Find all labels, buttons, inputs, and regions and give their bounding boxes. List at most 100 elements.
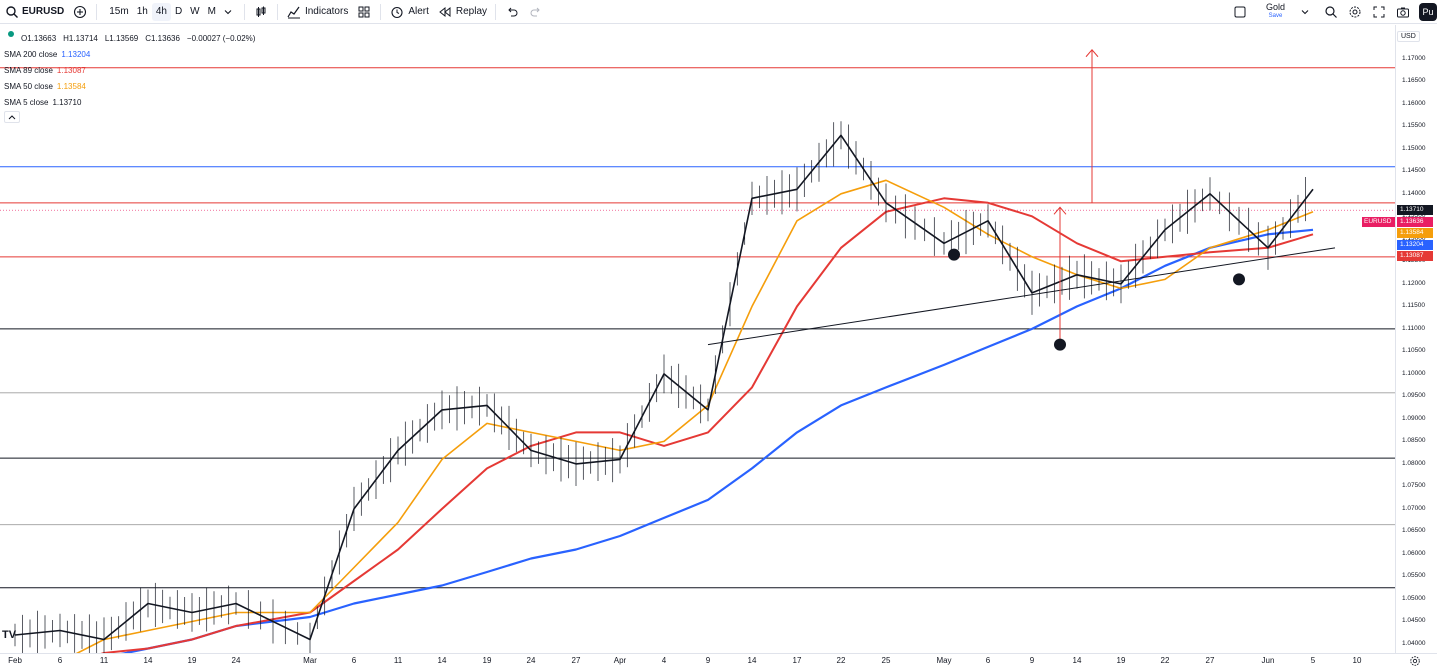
fullscreen-icon[interactable] xyxy=(1371,4,1387,20)
time-tick-label: 6 xyxy=(351,656,357,665)
sma-89-row[interactable]: SMA 89 close 1.13087 xyxy=(4,63,258,79)
settings-gear-icon[interactable] xyxy=(1409,654,1421,668)
time-tick-label: 25 xyxy=(881,656,891,665)
price-tick-label: 1.07000 xyxy=(1402,504,1426,512)
interval-1h[interactable]: 1h xyxy=(136,6,148,17)
redo-button[interactable] xyxy=(524,0,548,24)
price-axis[interactable]: 1.17000 1.16500 1.16000 1.15500 1.15000 1.145… xyxy=(1395,25,1437,653)
time-tick-label: 14 xyxy=(143,656,153,665)
gear-icon[interactable] xyxy=(1347,4,1363,20)
layout-name[interactable]: Gold Save xyxy=(1260,3,1291,21)
price-tick-label: 1.06500 xyxy=(1402,527,1426,535)
pivot-marker-0 xyxy=(948,248,960,261)
price-tick-label: 1.16500 xyxy=(1402,77,1426,85)
currency-selector[interactable]: USD xyxy=(1397,31,1420,42)
undo-button[interactable] xyxy=(500,0,524,24)
undo-icon xyxy=(504,4,520,20)
interval-d[interactable]: D xyxy=(174,6,183,17)
ohlc-close: C1.13636 xyxy=(145,34,180,43)
chevron-down-icon[interactable] xyxy=(1297,4,1313,20)
time-tick-label: 9 xyxy=(705,656,711,665)
time-tick-label: Jun xyxy=(1261,656,1275,665)
price-tick-label: 1.05500 xyxy=(1402,572,1426,580)
time-tick-label: 19 xyxy=(482,656,492,665)
alert-label: Alert xyxy=(408,6,429,17)
price-tick-label: 1.14000 xyxy=(1402,189,1426,197)
symbol-price-badge: EURUSD xyxy=(1362,216,1395,227)
price-tick-label: 1.11500 xyxy=(1402,302,1426,310)
price-tick-label: 1.10500 xyxy=(1402,347,1426,355)
interval-m[interactable]: M xyxy=(207,6,216,17)
time-tick-label: 14 xyxy=(747,656,757,665)
price-tick-label: 1.11000 xyxy=(1402,324,1426,332)
projection-arrowhead-1 xyxy=(1053,206,1067,215)
price-tick-label: 1.15500 xyxy=(1402,122,1426,130)
ohlc-high: H1.13714 xyxy=(63,34,98,43)
legend-collapse-button[interactable] xyxy=(4,111,20,123)
grid-icon xyxy=(356,4,372,20)
quick-search-icon[interactable] xyxy=(1323,4,1339,20)
toolbar-divider xyxy=(96,3,98,20)
price-tick-label: 1.17000 xyxy=(1402,54,1426,62)
price-tick-label: 1.12000 xyxy=(1402,279,1426,287)
sma-5-value: 1.13710 xyxy=(52,98,82,107)
chart-pane[interactable] xyxy=(0,25,1437,668)
price-tick-label: 1.13500 xyxy=(1402,212,1426,219)
time-tick-label: 5 xyxy=(1310,656,1316,665)
time-tick-label: 19 xyxy=(1116,656,1126,665)
indicators-button[interactable]: Indicators xyxy=(282,0,352,24)
layout-square-icon[interactable] xyxy=(1232,4,1248,20)
series-sma-50-close xyxy=(75,179,1314,653)
price-tick-label: 1.08500 xyxy=(1402,437,1426,445)
time-tick-label: Mar xyxy=(303,656,317,665)
price-badge-2: 1.13584 xyxy=(1397,228,1433,238)
time-tick-label: 14 xyxy=(1072,656,1082,665)
time-tick-label: 27 xyxy=(1205,656,1215,665)
symbol-name: EURUSD xyxy=(22,6,65,17)
templates-button[interactable] xyxy=(352,0,376,24)
toolbar-divider xyxy=(243,3,245,20)
price-tick-label: 1.14500 xyxy=(1402,167,1426,175)
interval-4h[interactable]: 4h xyxy=(151,2,171,21)
rewind-icon xyxy=(437,4,453,20)
chevron-up-icon xyxy=(8,115,16,120)
tradingview-logo[interactable]: TV xyxy=(2,629,17,641)
ohlc-open: O1.13663 xyxy=(21,34,57,43)
sma-5-row[interactable]: SMA 5 close 1.13710 xyxy=(4,95,258,111)
replay-button[interactable]: Replay xyxy=(433,0,491,24)
replay-label: Replay xyxy=(455,6,488,17)
interval-w[interactable]: W xyxy=(190,6,200,17)
trendline xyxy=(707,247,1336,346)
series-sma-89-close xyxy=(100,197,1314,653)
candles-icon xyxy=(253,4,269,20)
indicators-icon xyxy=(286,4,302,20)
camera-icon[interactable] xyxy=(1395,4,1411,20)
compare-symbol-button[interactable] xyxy=(68,0,92,24)
sma-200-label: SMA 200 close xyxy=(4,50,58,59)
interval-15m[interactable]: 15m xyxy=(109,6,129,17)
sma-50-row[interactable]: SMA 50 close 1.13584 xyxy=(4,79,258,95)
sma-200-row[interactable]: SMA 200 close 1.13204 xyxy=(4,47,258,63)
ohlc-row: O1.13663 H1.13714 L1.13569 C1.13636 −0.0… xyxy=(4,31,258,47)
time-axis[interactable]: Feb 6 11 14 19 24 Mar 6 11 14 19 24 27 Apr 4 9 14 17 22 25 M… xyxy=(0,653,1437,668)
time-tick-label: 6 xyxy=(57,656,63,665)
time-tick-label: 9 xyxy=(1029,656,1035,665)
publish-button[interactable]: Pu xyxy=(1419,3,1437,21)
price-tick-label: 1.16000 xyxy=(1402,99,1426,107)
alert-button[interactable]: Alert xyxy=(385,0,433,24)
price-tick-label: 1.10000 xyxy=(1402,369,1426,377)
time-tick-label: 4 xyxy=(661,656,667,665)
price-badge-4: 1.13087 xyxy=(1397,251,1433,261)
price-tick-label: 1.05000 xyxy=(1402,594,1426,602)
market-open-dot xyxy=(8,31,14,37)
time-tick-label: 24 xyxy=(526,656,536,665)
time-tick-label: 17 xyxy=(792,656,802,665)
chart-legend: O1.13663 H1.13714 L1.13569 C1.13636 −0.0… xyxy=(4,31,258,111)
chart-canvas[interactable] xyxy=(0,25,1395,653)
layout-name-label: Gold xyxy=(1265,2,1285,12)
price-tick-label: 1.07500 xyxy=(1402,482,1426,490)
chart-type-button[interactable] xyxy=(249,0,273,24)
chevron-down-icon[interactable] xyxy=(220,4,236,20)
symbol-search[interactable]: EURUSD xyxy=(0,0,68,24)
time-tick-label: 11 xyxy=(393,656,403,665)
